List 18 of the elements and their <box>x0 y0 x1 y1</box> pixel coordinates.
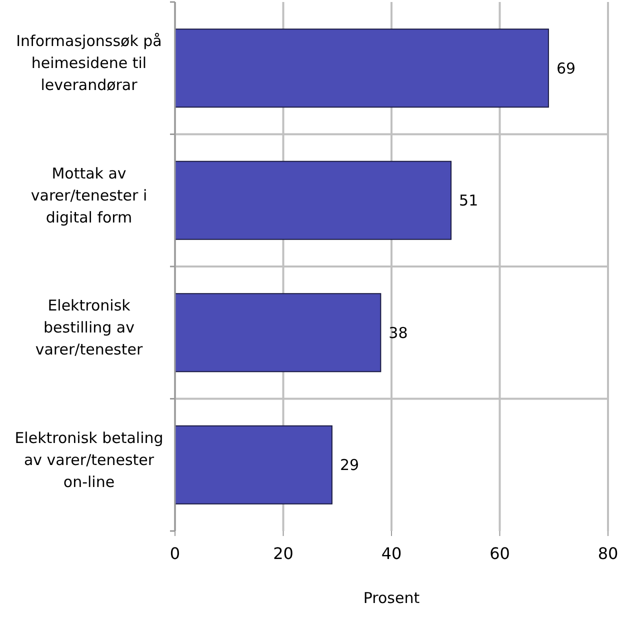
data-label: 38 <box>388 324 408 342</box>
data-label: 69 <box>556 59 576 78</box>
x-tick-label: 40 <box>381 544 402 563</box>
y-tick-label: Informasjonssøk på heimesidene til leverandørar <box>16 32 162 94</box>
x-tick-label: 20 <box>273 544 294 563</box>
y-tick-label: Elektronisk betaling av varer/tenester on-line <box>14 428 164 491</box>
x-tick-label: 0 <box>170 544 180 563</box>
data-label: 51 <box>459 192 478 210</box>
bar <box>174 425 332 504</box>
x-tick-label: 80 <box>598 544 618 563</box>
y-tick-label: Elektronisk bestilling av varer/tenester <box>35 296 144 359</box>
bar <box>174 293 382 372</box>
x-tick-label: 60 <box>490 544 510 563</box>
data-label: 29 <box>340 456 360 474</box>
y-tick-label: Mottak av varer/tenester i digital form <box>30 164 148 226</box>
x-axis-title: Prosent <box>363 589 420 607</box>
bar <box>174 160 452 240</box>
bar <box>174 28 549 108</box>
